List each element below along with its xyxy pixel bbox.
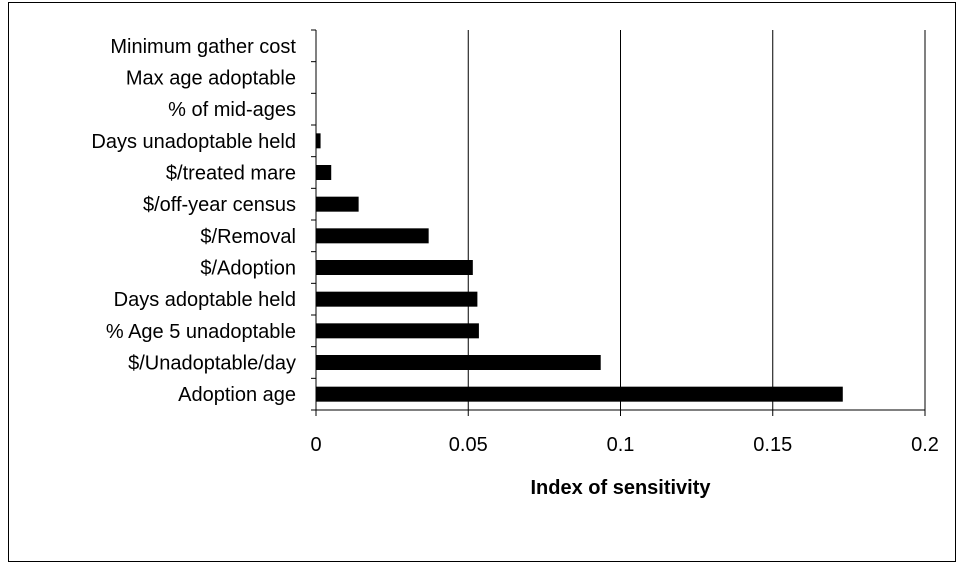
category-label: % Age 5 unadoptable — [106, 321, 296, 343]
category-label: Days unadoptable held — [91, 131, 296, 153]
gridlines — [467, 30, 926, 410]
labels: Minimum gather cost Max age adoptable % of… — [91, 36, 939, 456]
sensitivity-bar-chart: Minimum gather cost Max age adoptable % of… — [91, 29, 939, 499]
category-label: $/Removal — [200, 226, 296, 248]
category-label: $/Unadoptable/day — [128, 353, 296, 375]
bar — [316, 260, 473, 275]
category-label: Days adoptable held — [114, 289, 296, 311]
axes — [311, 29, 926, 416]
x-tick-label: 0.1 — [607, 434, 635, 456]
category-label: $/Adoption — [200, 258, 296, 280]
bar — [316, 291, 478, 307]
x-axis-title: Index of sensitivity — [530, 477, 711, 499]
x-tick-label: 0.2 — [911, 434, 939, 456]
category-label: % of mid-ages — [168, 99, 296, 121]
bar — [316, 196, 359, 212]
x-tick-label: 0 — [310, 434, 321, 456]
bar — [316, 228, 429, 244]
bar — [316, 355, 601, 370]
x-tick-label: 0.05 — [449, 434, 488, 456]
x-tick-label: 0.15 — [753, 434, 792, 456]
bar — [316, 165, 332, 180]
category-label: Adoption age — [178, 384, 296, 406]
category-label: Minimum gather cost — [110, 36, 296, 58]
category-label: $/treated mare — [166, 163, 296, 185]
category-label: $/off-year census — [143, 194, 296, 216]
chart-frame — [8, 2, 956, 562]
bar — [316, 323, 479, 339]
bar — [316, 386, 843, 402]
category-label: Max age adoptable — [126, 68, 296, 90]
bar — [316, 133, 321, 149]
bars — [316, 133, 843, 402]
